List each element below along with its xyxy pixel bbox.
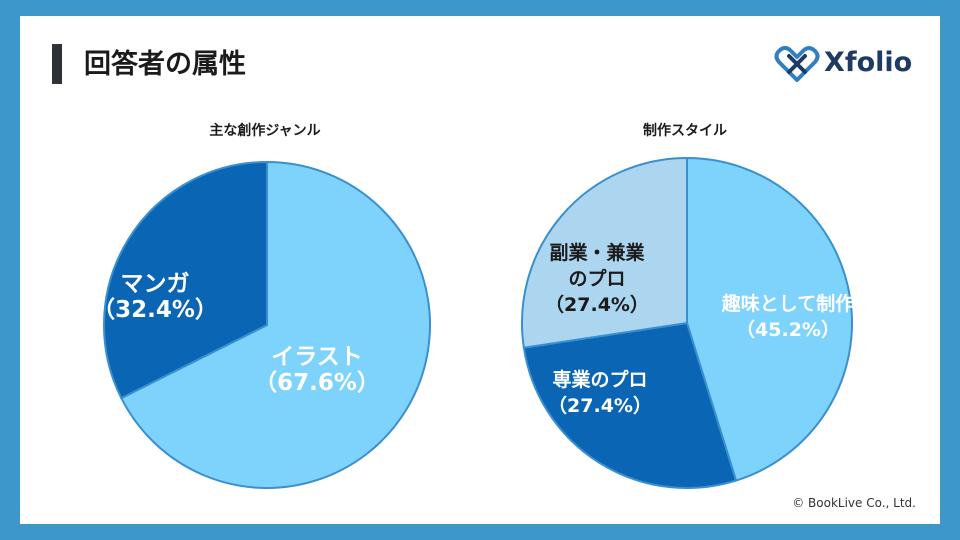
slice-label-1-2-1: のプロ — [568, 267, 625, 290]
slice-label-1-1: 専業のプロ — [552, 368, 647, 391]
pie-slice-1-1 — [522, 321, 738, 489]
slide: 回答者の属性 Xfolio 主な創作ジャンル 制作スタイル イラスト （67.6%… — [20, 16, 940, 524]
slice-value-label-1-0: （45.2%） — [736, 318, 840, 341]
slice-label-0-1: マンガ — [121, 271, 190, 297]
slice-label-0-0: イラスト — [271, 344, 363, 370]
xfolio-logo: Xfolio — [774, 44, 924, 84]
title-accent-bar — [52, 44, 62, 84]
pie-slice-1-2 — [521, 156, 688, 349]
chart-title-style: 制作スタイル — [643, 123, 727, 139]
page-title: 回答者の属性 — [84, 49, 246, 80]
slice-value-label-0-1: （32.4%） — [92, 296, 218, 323]
slice-label-1-0: 趣味として制作 — [721, 292, 854, 315]
slice-label-1-2-0: 副業・兼業 — [549, 241, 645, 264]
chart-title-genre: 主な創作ジャンル — [209, 123, 321, 139]
pie-slice-0-0 — [119, 160, 431, 489]
pie-slice-0-1 — [103, 160, 268, 400]
slice-value-label-1-2: （27.4%） — [545, 293, 649, 316]
logo-text: Xfolio — [824, 47, 913, 78]
heart-x-logo-icon — [774, 46, 820, 82]
pie-chart-genre: イラスト（67.6%） マンガ（32.4%） — [92, 160, 431, 489]
slice-value-label-0-0: （67.6%） — [254, 369, 380, 396]
slice-value-label-1-1: （27.4%） — [548, 394, 652, 417]
pie-slice-1-0 — [686, 156, 853, 482]
copyright: © BookLive Co., Ltd. — [792, 496, 916, 510]
